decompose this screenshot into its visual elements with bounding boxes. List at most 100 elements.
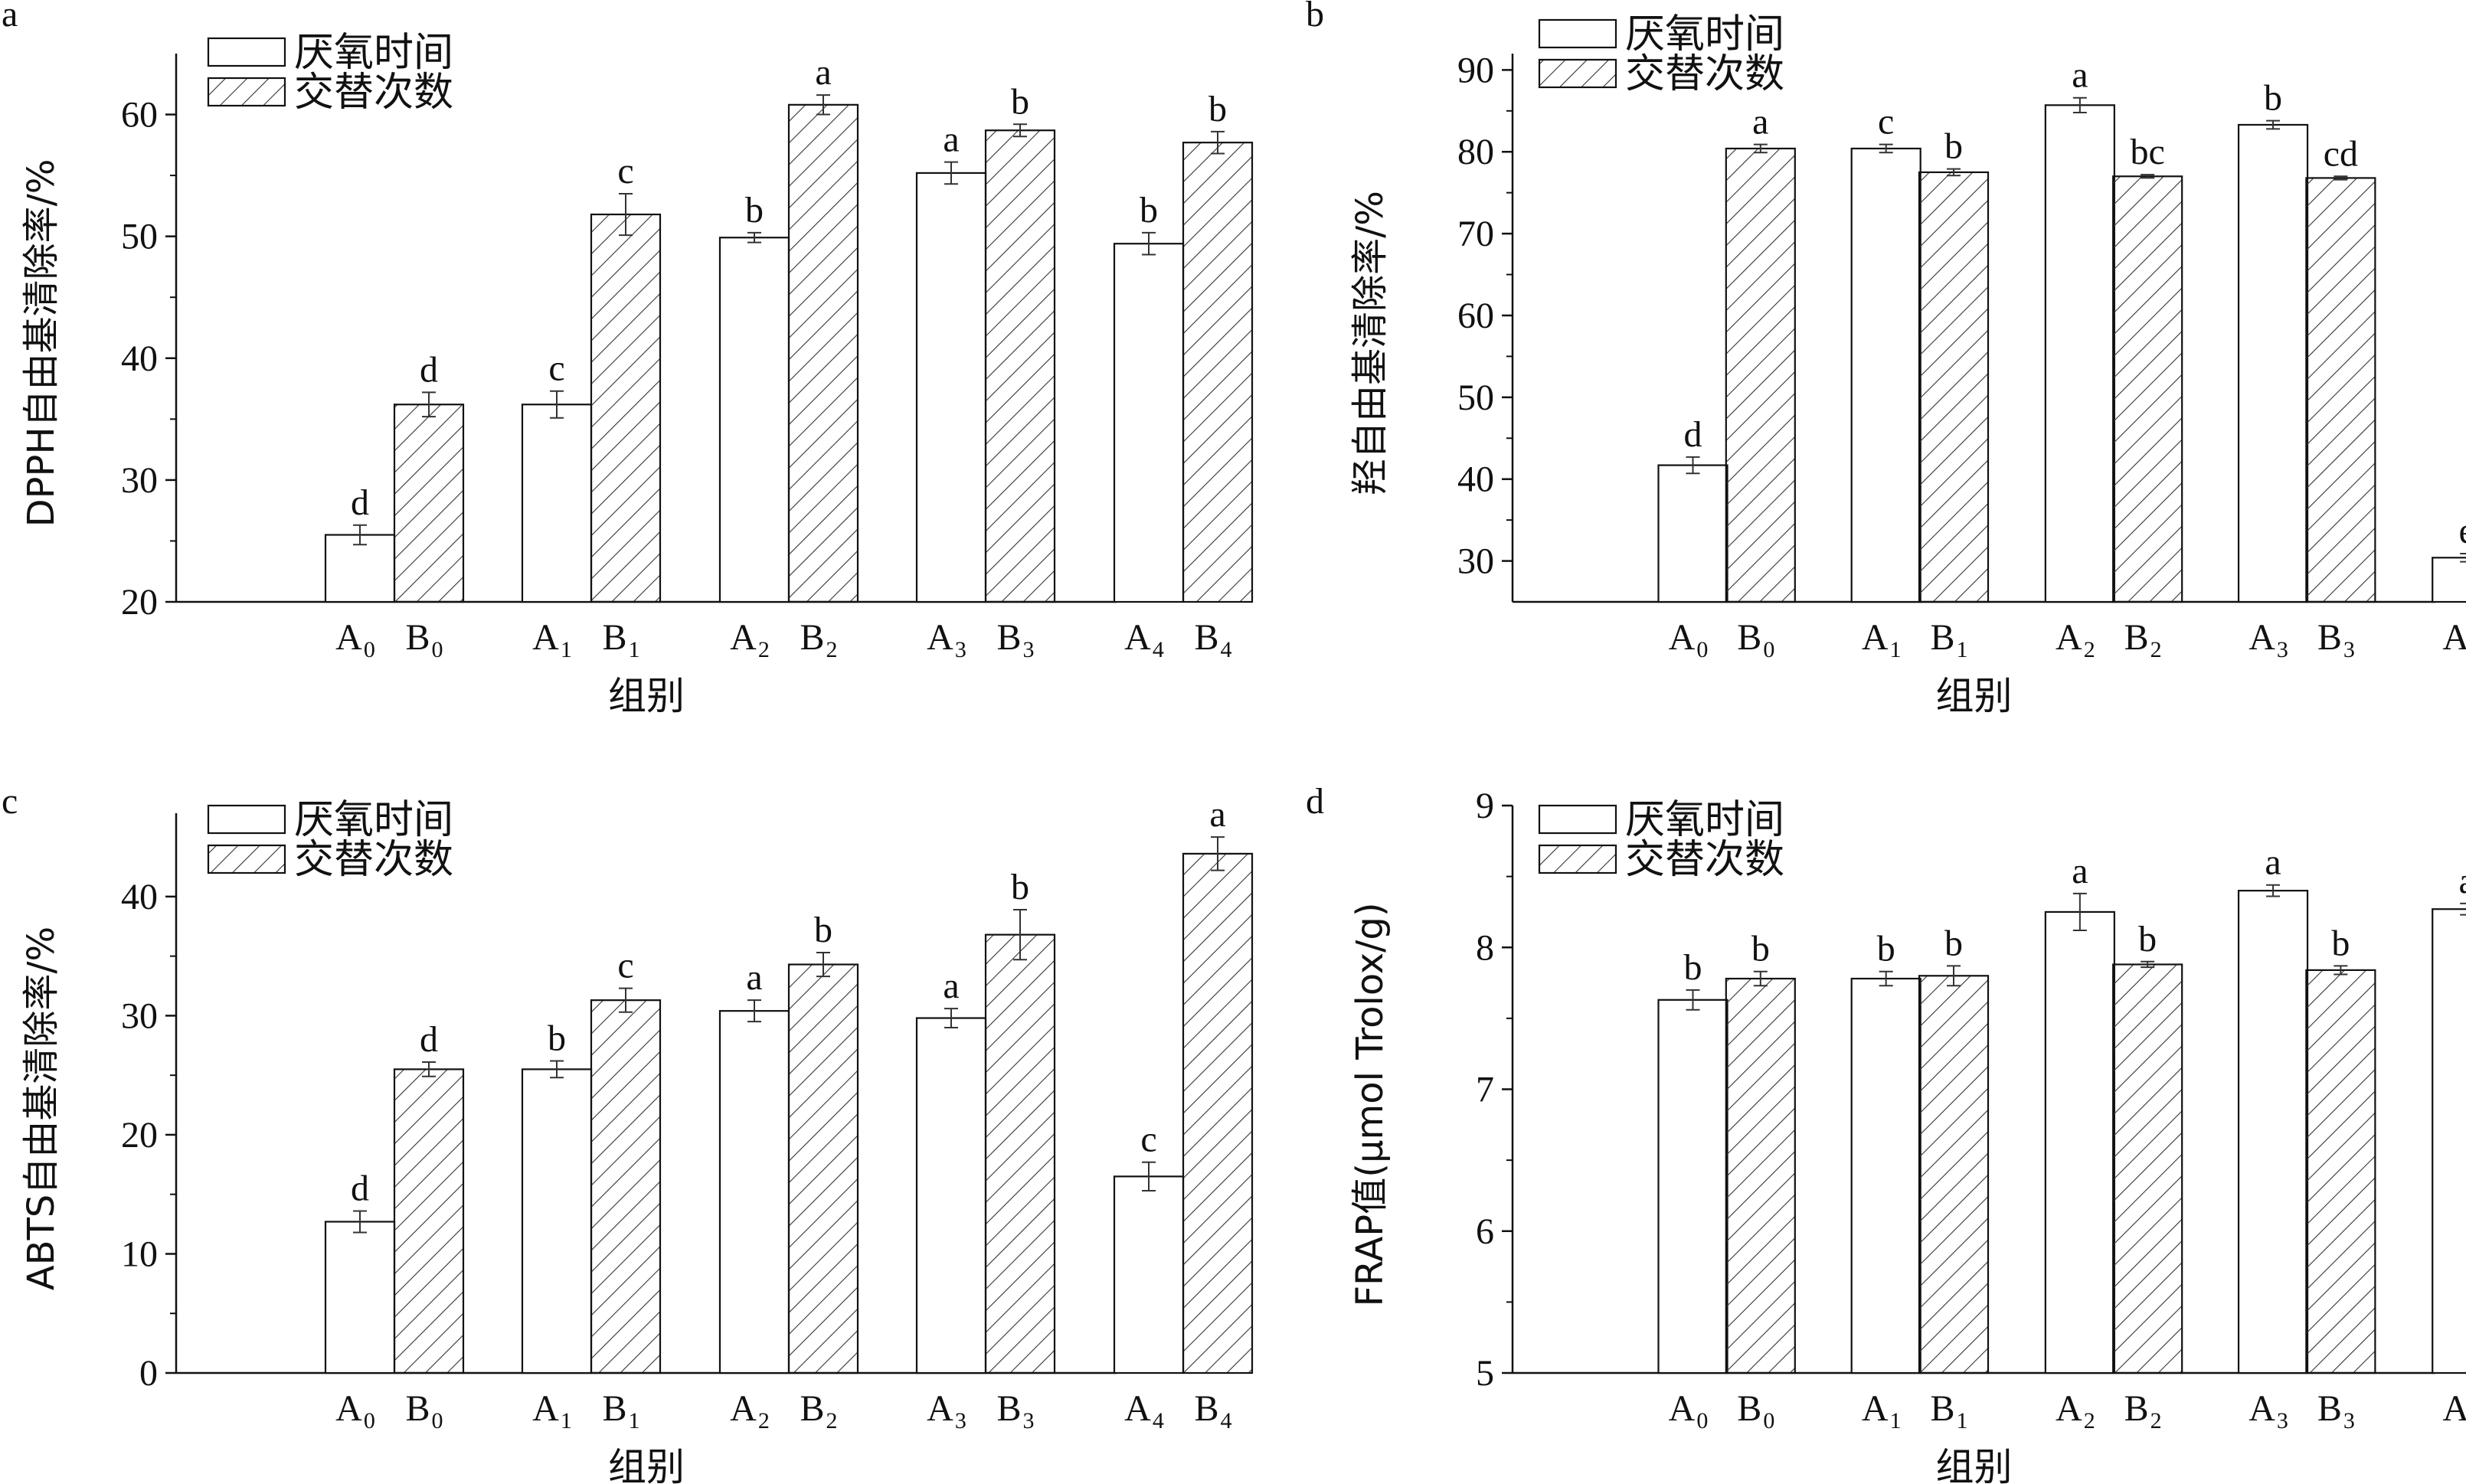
x-tick-label: A3 (927, 617, 966, 662)
bar-alternation-count (393, 1068, 465, 1374)
chart-panel-c: c 0 10 20 30 40 ABTS自由基清除率/% 组别 d A0 d B0 b A1 c B1 a A2 b… (2, 781, 1254, 1484)
bar-anaerobic-time (1113, 243, 1185, 603)
legend-swatch-alternation-count (1538, 844, 1617, 874)
panel-label: a (2, 0, 18, 34)
x-tick-label: A0 (1669, 1388, 1709, 1433)
bar-alternation-count (787, 103, 859, 603)
x-tick-label: B3 (996, 617, 1034, 662)
chart-panel-d: d 5 6 7 8 9 FRAP值(μmol Trolox/g) 组别 b A0 b B0 b A1 b B1… (1306, 781, 2466, 1484)
significance-label: d (420, 1019, 438, 1060)
y-tick-label: 30 (1457, 541, 1494, 582)
x-tick-label: A1 (1862, 617, 1902, 662)
x-tick-label: B0 (405, 1388, 443, 1433)
bar-anaerobic-time (1113, 1175, 1185, 1374)
significance-label: d (351, 482, 369, 523)
x-tick-label: A0 (335, 617, 375, 662)
x-axis-label: 组别 (1936, 1445, 2013, 1484)
significance-label: b (548, 1018, 566, 1059)
x-tick-label: A4 (2442, 1388, 2466, 1433)
y-tick-label: 60 (1457, 296, 1494, 336)
significance-label: b (814, 910, 832, 950)
bar-alternation-count (2305, 177, 2376, 603)
legend-swatch-alternation-count (207, 844, 286, 874)
legend-label: 交替次数 (1625, 837, 1784, 883)
significance-label: bc (2131, 132, 2165, 172)
x-tick-label: B2 (2124, 1388, 2162, 1433)
significance-label: d (351, 1168, 369, 1208)
bar-alternation-count (1182, 142, 1254, 603)
x-tick-label: A1 (532, 617, 572, 662)
y-tick-label: 70 (1457, 214, 1494, 254)
significance-label: a (746, 957, 762, 998)
legend-swatch-alternation-count (207, 77, 286, 107)
bar-anaerobic-time (521, 404, 593, 603)
x-tick-label: B2 (2124, 617, 2162, 662)
bar-anaerobic-time (2237, 890, 2309, 1374)
y-tick-label: 40 (1457, 459, 1494, 500)
y-tick-label: 0 (139, 1353, 158, 1394)
bar-anaerobic-time (2237, 123, 2309, 603)
significance-label: b (1944, 126, 1963, 167)
panel-label: c (2, 781, 18, 822)
significance-label: c (548, 348, 564, 389)
bar-anaerobic-time (2432, 557, 2466, 603)
x-tick-label: A2 (2056, 1388, 2095, 1433)
x-axis-label: 组别 (1936, 674, 2013, 718)
legend-label: 交替次数 (294, 70, 453, 116)
x-tick-label: A1 (1862, 1388, 1902, 1433)
significance-label: a (1752, 102, 1768, 142)
significance-label: a (2459, 861, 2466, 901)
y-tick-label: 6 (1476, 1211, 1494, 1252)
significance-label: b (745, 190, 764, 230)
significance-label: b (1011, 867, 1029, 907)
legend-label: 厌氧时间 (1625, 797, 1784, 843)
x-axis-label: 组别 (608, 674, 685, 718)
bar-alternation-count (984, 933, 1056, 1374)
y-tick-label: 50 (121, 217, 158, 257)
x-tick-label: B0 (1737, 617, 1774, 662)
bar-alternation-count (2305, 969, 2376, 1374)
bar-alternation-count (984, 129, 1056, 603)
legend-swatch-anaerobic-time (1538, 18, 1617, 49)
chart-panel-a: a 20 30 40 50 60 DPPH自由基清除率/% 组别 d A0 d B0 c A1 c B1 b A2… (2, 0, 1254, 718)
x-tick-label: B3 (2317, 1388, 2355, 1433)
significance-label: b (2264, 78, 2282, 119)
y-tick-label: 20 (121, 1115, 158, 1155)
significance-label: a (1209, 794, 1225, 835)
significance-label: b (2331, 923, 2350, 963)
bar-alternation-count (1182, 852, 1254, 1374)
legend-label: 交替次数 (294, 837, 453, 883)
legend-label: 厌氧时间 (294, 30, 453, 76)
x-tick-label: B4 (1194, 1388, 1231, 1433)
y-tick-label: 30 (121, 460, 158, 501)
significance-label: c (1878, 102, 1894, 142)
legend-swatch-alternation-count (1538, 58, 1617, 89)
y-tick-label: 40 (121, 877, 158, 917)
bar-anaerobic-time (915, 1017, 987, 1374)
y-tick-label: 9 (1476, 786, 1494, 826)
y-tick-label: 7 (1476, 1070, 1494, 1110)
significance-label: b (1877, 929, 1895, 969)
x-tick-label: B1 (1930, 617, 1967, 662)
legend-label: 厌氧时间 (294, 797, 453, 843)
bar-alternation-count (590, 999, 662, 1374)
x-tick-label: A1 (532, 1388, 572, 1433)
bar-alternation-count (787, 963, 859, 1374)
significance-label: e (2459, 511, 2466, 551)
bar-anaerobic-time (1850, 977, 1921, 1374)
bar-alternation-count (1918, 975, 1990, 1374)
x-tick-label: B1 (602, 617, 639, 662)
significance-label: b (1011, 81, 1029, 122)
x-tick-label: A4 (2442, 617, 2466, 662)
x-tick-label: B3 (996, 1388, 1034, 1433)
bar-anaerobic-time (324, 534, 396, 603)
x-tick-label: A2 (730, 617, 770, 662)
panel-label: d (1306, 781, 1324, 822)
y-axis-label: 羟自由基清除率/% (1349, 191, 1392, 495)
x-axis-label: 组别 (608, 1445, 685, 1484)
chart-panel-b: b 30 40 50 60 70 80 90 羟自由基清除率/% 组别 d A0 a B0 c A1 b B1 a A… (1306, 0, 2466, 718)
legend-swatch-anaerobic-time (207, 37, 286, 67)
x-tick-label: B2 (800, 617, 837, 662)
